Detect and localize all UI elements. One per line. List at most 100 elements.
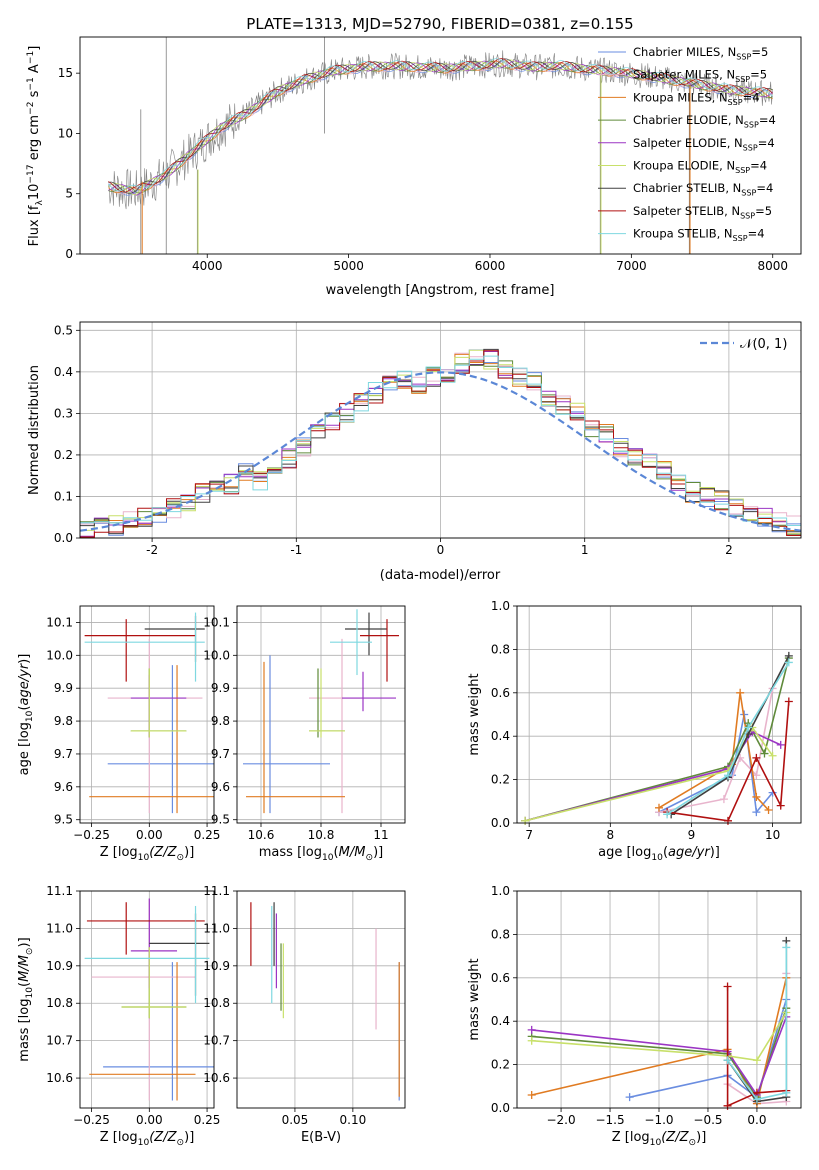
label-part: SSP: [735, 75, 750, 84]
label-part: ⊙: [689, 1138, 697, 1148]
x-tick-label: 8000: [757, 259, 788, 273]
label-part: Salpeter MILES, N: [633, 68, 735, 82]
y-axis-label: Normed distribution: [27, 365, 42, 495]
label-part: Salpeter STELIB, N: [633, 204, 740, 218]
legend-label: Kroupa ELODIE, NSSP=4: [633, 158, 767, 175]
weight-marker: [782, 1088, 791, 1097]
x-tick-label: 10.8: [308, 828, 335, 842]
weight-marker: [723, 982, 732, 991]
y-tick-label: 10.6: [46, 1071, 73, 1085]
label-part: −2: [26, 102, 36, 115]
x-tick-label: −0.25: [73, 1113, 110, 1127]
y-tick-label: 9.6: [54, 780, 73, 794]
x-tick-label: 10.6: [248, 828, 275, 842]
weight-marker: [663, 810, 672, 819]
label-part: Z [log: [612, 1130, 650, 1145]
x-axis-label: Z [log10(Z/Z⊙)]: [100, 1130, 195, 1148]
y-tick-label: 10.9: [203, 959, 230, 973]
y-tick-label: 9.8: [211, 714, 230, 728]
label-part: −1: [26, 77, 36, 90]
legend-label: Kroupa MILES, NSSP=4: [633, 90, 760, 107]
label-part: Chabrier STELIB, N: [633, 181, 741, 195]
y-axis-label: mass weight: [467, 958, 482, 1040]
label-part: SSP: [741, 189, 756, 198]
label-part: )]: [184, 845, 194, 860]
weight-marker: [752, 792, 761, 801]
label-part: =4: [758, 136, 775, 150]
label-part: ]: [27, 46, 42, 51]
y-tick-label: 0.6: [491, 971, 510, 985]
x-tick-label: −1.5: [595, 1113, 624, 1127]
legend-label: Chabrier ELODIE, NSSP=4: [633, 113, 776, 129]
x-tick-label: 1: [581, 543, 589, 557]
y-tick-label: 9.9: [211, 681, 230, 695]
residual-histogram: [80, 355, 801, 526]
weight-marker: [782, 943, 791, 952]
y-tick-label: 10.9: [46, 959, 73, 973]
axes-frame: [236, 605, 406, 824]
x-axis-label: mass [log10(M/M⊙)]: [259, 845, 383, 863]
weight-marker: [784, 658, 793, 667]
weight-marker: [723, 771, 732, 780]
figure-title: PLATE=1313, MJD=52790, FIBERID=0381, z=0…: [246, 15, 633, 33]
weight-series-line: [531, 1012, 787, 1062]
weight-marker: [527, 1025, 536, 1034]
x-tick-label: 11: [373, 828, 388, 842]
y-tick-label: 0.0: [491, 816, 510, 830]
x-tick-label: 2: [725, 543, 733, 557]
label-part: Kroupa ELODIE, N: [633, 159, 735, 173]
x-axis-label: wavelength [Angstrom, rest frame]: [326, 283, 555, 298]
label-part: Z [log: [100, 845, 138, 860]
label-part: 10: [25, 987, 35, 999]
label-part: Chabrier ELODIE, N: [633, 113, 744, 127]
x-axis-label: (data-model)/error: [380, 568, 501, 583]
weight-series-line: [658, 692, 770, 811]
label-part: ⊙: [25, 947, 35, 955]
y-tick-label: 0.8: [491, 642, 510, 656]
label-part: SSP: [733, 234, 748, 243]
axes-frame: [236, 890, 406, 1109]
y-tick-label: 0.0: [491, 1101, 510, 1115]
label-part: Kroupa MILES, N: [633, 90, 728, 104]
weight-marker: [752, 753, 761, 762]
label-part: Z [log: [100, 1130, 138, 1145]
label-part: )]: [17, 937, 32, 947]
legend-label-normal: 𝒩(0, 1): [740, 337, 787, 352]
label-part: λ: [35, 200, 45, 206]
weight-series-line: [629, 999, 788, 1099]
x-tick-label: 8: [606, 828, 614, 842]
weight-series-line: [726, 947, 788, 1101]
y-tick-label: 9.7: [54, 747, 73, 761]
x-tick-label: -2: [146, 543, 158, 557]
x-tick-label: 0.00: [136, 1113, 163, 1127]
weight-marker: [744, 723, 753, 732]
y-tick-label: 9.7: [211, 747, 230, 761]
x-tick-label: −1.0: [644, 1113, 673, 1127]
label-part: age [log: [598, 845, 651, 860]
y-tick-label: 0.4: [54, 365, 73, 379]
y-tick-label: 0.6: [491, 686, 510, 700]
label-part: s: [27, 90, 42, 101]
x-tick-label: 7: [525, 828, 533, 842]
model-spectrum-line: [108, 58, 773, 192]
y-tick-label: 10.7: [46, 1034, 73, 1048]
weight-series-line: [531, 1016, 788, 1097]
y-axis-label: mass weight: [467, 673, 482, 755]
age-Z-panel: −0.25 0.00 0.25 9.5 9.6 9.7 9.8 9.9 10.0 10.1 Z [l…: [17, 605, 220, 863]
label-part: SSP: [728, 98, 743, 107]
y-tick-label: 9.8: [54, 714, 73, 728]
label-part: )]: [696, 1130, 706, 1145]
model-spectrum-line: [108, 60, 773, 196]
normal-curve: [80, 371, 801, 532]
label-part: =4: [759, 113, 776, 127]
weight-marker: [752, 808, 761, 817]
weight-marker: [527, 1090, 536, 1099]
weight-series-line: [524, 657, 790, 822]
y-tick-label: 11.1: [46, 884, 73, 898]
legend-label: Salpeter STELIB, NSSP=5: [633, 204, 772, 221]
y-tick-label: 0.5: [54, 323, 73, 337]
label-part: (: [663, 845, 668, 860]
legend-label: Kroupa STELIB, NSSP=4: [633, 227, 765, 244]
